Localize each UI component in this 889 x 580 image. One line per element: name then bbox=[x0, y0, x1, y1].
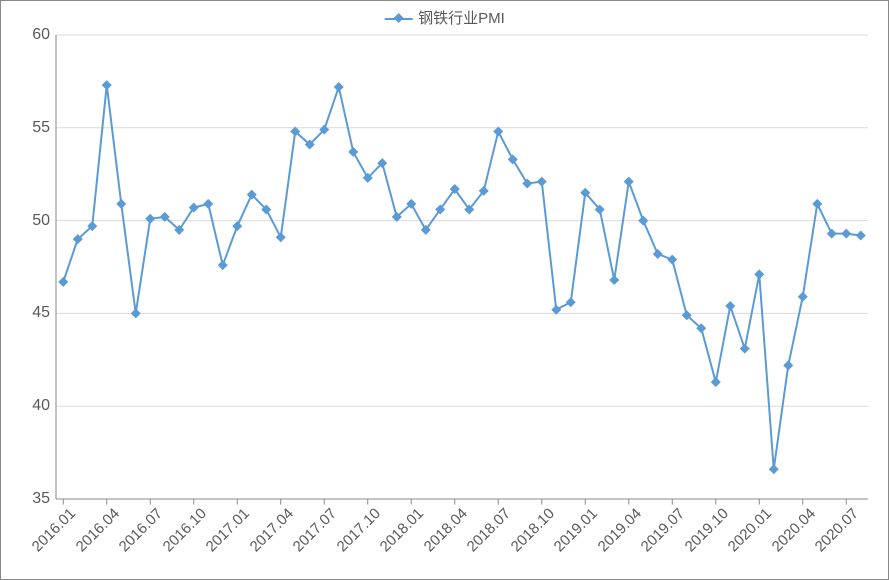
x-tick-label: 2018.04 bbox=[420, 505, 470, 555]
y-tick-label: 55 bbox=[32, 119, 50, 137]
x-tick-label: 2019.10 bbox=[681, 505, 731, 555]
y-tick-label: 40 bbox=[32, 397, 50, 415]
x-tick-label: 2017.04 bbox=[246, 505, 296, 555]
plot-area: 3540455055602016.012016.042016.072016.10… bbox=[56, 35, 868, 499]
legend: 钢铁行业PMI bbox=[384, 7, 505, 28]
legend-marker-icon bbox=[384, 13, 412, 23]
y-tick-label: 50 bbox=[32, 212, 50, 230]
y-tick-label: 35 bbox=[32, 490, 50, 508]
x-tick-label: 2016.07 bbox=[116, 505, 166, 555]
x-tick-label: 2016.01 bbox=[29, 505, 79, 555]
x-tick-label: 2018.07 bbox=[464, 505, 514, 555]
x-tick-label: 2016.04 bbox=[72, 505, 122, 555]
x-tick-label: 2017.10 bbox=[333, 505, 383, 555]
x-tick-label: 2016.10 bbox=[159, 505, 209, 555]
x-tick-label: 2020.07 bbox=[812, 505, 862, 555]
x-tick-label: 2019.01 bbox=[551, 505, 601, 555]
x-tick-label: 2018.10 bbox=[507, 505, 557, 555]
y-tick-label: 60 bbox=[32, 26, 50, 44]
x-tick-label: 2017.07 bbox=[290, 505, 340, 555]
x-tick-label: 2020.01 bbox=[725, 505, 775, 555]
x-tick-label: 2019.07 bbox=[638, 505, 688, 555]
x-tick-label: 2018.01 bbox=[377, 505, 427, 555]
x-tick-label: 2019.04 bbox=[594, 505, 644, 555]
y-tick-label: 45 bbox=[32, 304, 50, 322]
x-tick-label: 2020.04 bbox=[768, 505, 818, 555]
legend-label: 钢铁行业PMI bbox=[418, 7, 505, 28]
chart-container: 钢铁行业PMI 3540455055602016.012016.042016.0… bbox=[0, 0, 889, 580]
x-tick-label: 2017.01 bbox=[203, 505, 253, 555]
